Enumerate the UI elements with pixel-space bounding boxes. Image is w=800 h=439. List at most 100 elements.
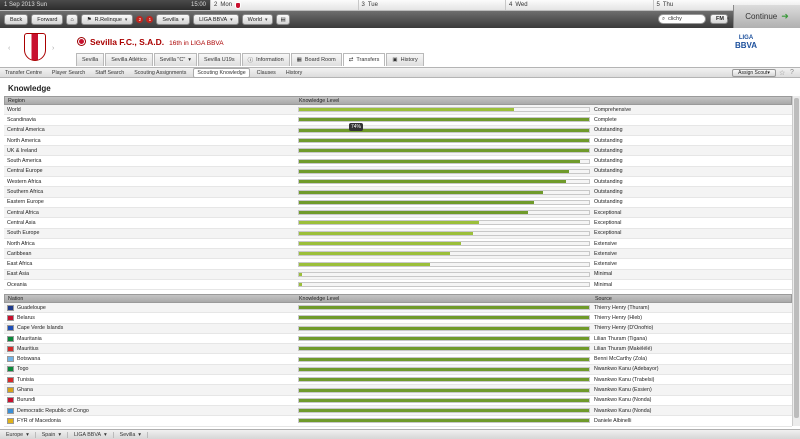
fm-menu-button[interactable]: FM ▾ <box>710 14 729 24</box>
breadcrumb-item[interactable]: Sevilla ▾ <box>114 431 148 438</box>
calendar-today[interactable]: 1 Sep 2013 Sun 15:00 <box>0 0 210 10</box>
table-row[interactable]: FYR of Macedonia Daniele Albinelli <box>4 416 792 427</box>
tab-history[interactable]: ▣ History <box>386 53 424 66</box>
table-row[interactable]: Scandinavia Complete <box>4 115 792 126</box>
table-row[interactable]: South America Outstanding <box>4 156 792 167</box>
subtab-player-search[interactable]: Player Search <box>51 69 86 76</box>
subtab-transfer-centre[interactable]: Transfer Centre <box>5 69 42 76</box>
table-row[interactable]: Botswana Benni McCarthy (Zola) <box>4 354 792 365</box>
table-row[interactable]: Central America Outstanding <box>4 125 792 136</box>
continue-button[interactable]: Continue ➜ <box>733 5 800 28</box>
subtab-history[interactable]: History <box>285 69 303 76</box>
tab-label: Sevilla <box>82 57 99 63</box>
breadcrumb-item[interactable]: Europe ▾ <box>0 431 36 438</box>
table-row[interactable]: Caribbean Extensive <box>4 249 792 260</box>
tab-sevilla-c[interactable]: Sevilla "C" ▾ <box>153 53 198 66</box>
table-row[interactable]: East Asia Minimal <box>4 269 792 281</box>
table-row[interactable]: UK & Ireland Outstanding <box>4 146 792 157</box>
tab-board-room[interactable]: ▦ Board Room <box>290 53 342 66</box>
alert-badge[interactable]: 1 <box>146 16 154 23</box>
row-name-cell: UK & Ireland <box>4 148 298 154</box>
table-row[interactable]: Belarus Thierry Henry (Hleb) <box>4 313 792 324</box>
row-name-cell: Botswana <box>4 356 298 363</box>
table-row[interactable]: World Comprehensive <box>4 105 792 116</box>
inbox-badge[interactable]: 2 <box>136 16 144 23</box>
calendar-day[interactable]: 5 Thu <box>652 0 800 10</box>
tab-transfers[interactable]: ⇄ Transfers <box>342 53 386 66</box>
options-button[interactable]: ▤ <box>276 14 290 25</box>
star-icon[interactable]: ☆ <box>779 70 786 77</box>
column-header-source[interactable]: Source <box>595 295 612 302</box>
tab-sevilla[interactable]: Sevilla <box>76 53 105 66</box>
column-header-knowledge[interactable]: Knowledge Level <box>299 295 340 302</box>
breadcrumb-item[interactable]: Spain ▾ <box>36 431 68 438</box>
scrollbar[interactable] <box>792 96 800 426</box>
breadcrumb: Europe ▾ Spain ▾ LIGA BBVA ▾ Sevilla ▾ <box>0 429 800 439</box>
home-button[interactable]: ⌂ <box>66 14 78 25</box>
tab-information[interactable]: ⓘ Information <box>241 53 290 66</box>
table-row[interactable]: East Africa Extensive <box>4 259 792 270</box>
knowledge-cell <box>298 208 592 217</box>
subtab-clauses[interactable]: Clauses <box>256 69 276 76</box>
tab-sevilla-atletico[interactable]: Sevilla Atlético <box>105 53 153 66</box>
table-row[interactable]: Central Asia Exceptional <box>4 218 792 229</box>
knowledge-cell <box>298 303 592 312</box>
table-row[interactable]: North America Outstanding <box>4 136 792 147</box>
club-menu[interactable]: Sevilla ▾ <box>156 14 191 25</box>
help-icon[interactable]: ? <box>790 69 794 76</box>
table-row[interactable]: Guadeloupe Thierry Henry (Thuram) <box>4 303 792 314</box>
table-row[interactable]: Southern Africa Outstanding <box>4 187 792 198</box>
knowledge-cell <box>298 270 592 279</box>
row-name-cell: Democratic Republic of Congo <box>4 407 298 414</box>
table-row[interactable]: Cape Verde Islands Thierry Henry (D'Onofr… <box>4 323 792 334</box>
table-row[interactable]: Democratic Republic of Congo Nwankwo Kanu… <box>4 405 792 417</box>
calendar-day[interactable]: 4 Wed <box>505 0 653 10</box>
forward-button[interactable]: Forward <box>31 14 64 25</box>
table-row[interactable]: South Europe Exceptional <box>4 228 792 239</box>
column-header-region[interactable]: Region <box>8 97 25 104</box>
history-icon: ▣ <box>392 57 398 63</box>
calendar-day[interactable]: 2 Mon <box>210 0 358 10</box>
table-row[interactable]: Tunisia Nwankwo Kanu (Trabelsi) <box>4 375 792 386</box>
table-row[interactable]: Burundi Nwankwo Kanu (Nonda) <box>4 396 792 406</box>
knowledge-bar-fill <box>299 159 581 163</box>
subtab-scouting-assignments[interactable]: Scouting Assignments <box>134 69 187 76</box>
table-row[interactable]: Oceania Minimal <box>4 280 792 291</box>
next-team-icon[interactable]: › <box>52 45 55 52</box>
team-name[interactable]: Sevilla F.C., S.A.D. <box>90 37 165 47</box>
knowledge-bar <box>298 377 590 383</box>
tab-sevilla-u19[interactable]: Sevilla U19s <box>198 53 241 66</box>
manager-name: R.Relinque <box>94 16 122 23</box>
column-header-nation[interactable]: Nation <box>8 295 24 302</box>
column-header-knowledge[interactable]: Knowledge Level <box>299 97 340 104</box>
search-box[interactable]: ⌕ clichy <box>658 14 706 24</box>
table-row[interactable]: Western Africa Outstanding <box>4 177 792 188</box>
subtab-staff-search[interactable]: Staff Search <box>95 69 125 76</box>
table-row[interactable]: Mauritania Lilian Thuram (Tigana) <box>4 334 792 345</box>
table-row[interactable]: Ghana Nwankwo Kanu (Essien) <box>4 385 792 396</box>
knowledge-label: Outstanding <box>594 178 623 185</box>
back-button[interactable]: Back <box>4 14 29 25</box>
scrollbar-thumb[interactable] <box>794 98 799 418</box>
table-row[interactable]: Eastern Europe Outstanding <box>4 198 792 208</box>
breadcrumb-label: Sevilla <box>119 431 136 438</box>
league-menu[interactable]: LIGA BBVA ▾ <box>193 14 239 25</box>
calendar-day[interactable]: 3 Tue <box>357 0 506 10</box>
table-row[interactable]: Central Africa Exceptional <box>4 207 792 219</box>
knowledge-bar-fill <box>299 347 589 351</box>
prev-team-icon[interactable]: ‹ <box>8 45 11 52</box>
row-name: Central Africa <box>7 209 39 216</box>
table-row[interactable]: Mauritius Lilian Thuram (Makélélé) <box>4 344 792 355</box>
row-name: North Africa <box>7 240 35 247</box>
search-input[interactable]: clichy <box>668 16 682 22</box>
breadcrumb-item[interactable]: LIGA BBVA ▾ <box>68 431 114 438</box>
team-crest-icon <box>24 33 46 61</box>
assign-scout-button[interactable]: Assign Scout ▾ <box>732 69 776 77</box>
table-row[interactable]: North Africa Extensive <box>4 239 792 250</box>
table-row[interactable]: Central Europe Outstanding <box>4 166 792 178</box>
table-row[interactable]: Togo Nwankwo Kanu (Adebayor) <box>4 364 792 376</box>
world-menu[interactable]: World ▾ <box>241 14 274 25</box>
subtab-scouting-knowledge[interactable]: Scouting Knowledge <box>193 67 250 78</box>
flag-icon <box>7 376 14 383</box>
manager-menu[interactable]: ⚑ R.Relinque ▾ <box>80 14 134 25</box>
